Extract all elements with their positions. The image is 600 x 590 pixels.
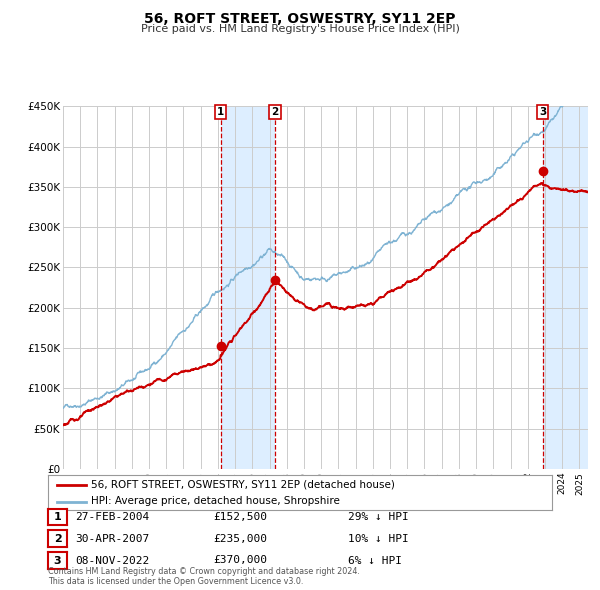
Text: £235,000: £235,000 <box>213 534 267 543</box>
Text: 6% ↓ HPI: 6% ↓ HPI <box>348 556 402 565</box>
Text: Contains HM Land Registry data © Crown copyright and database right 2024.
This d: Contains HM Land Registry data © Crown c… <box>48 567 360 586</box>
Bar <box>221 106 275 469</box>
Text: £152,500: £152,500 <box>213 512 267 522</box>
Text: Price paid vs. HM Land Registry's House Price Index (HPI): Price paid vs. HM Land Registry's House … <box>140 24 460 34</box>
Text: £370,000: £370,000 <box>213 556 267 565</box>
Text: 30-APR-2007: 30-APR-2007 <box>75 534 149 543</box>
Bar <box>542 106 588 469</box>
Text: 56, ROFT STREET, OSWESTRY, SY11 2EP: 56, ROFT STREET, OSWESTRY, SY11 2EP <box>144 12 456 26</box>
Text: 08-NOV-2022: 08-NOV-2022 <box>75 556 149 565</box>
Text: 27-FEB-2004: 27-FEB-2004 <box>75 512 149 522</box>
Text: 3: 3 <box>539 107 546 117</box>
Text: 29% ↓ HPI: 29% ↓ HPI <box>348 512 409 522</box>
Text: 2: 2 <box>54 534 61 543</box>
Text: 56, ROFT STREET, OSWESTRY, SY11 2EP (detached house): 56, ROFT STREET, OSWESTRY, SY11 2EP (det… <box>91 480 395 490</box>
Text: 10% ↓ HPI: 10% ↓ HPI <box>348 534 409 543</box>
Text: HPI: Average price, detached house, Shropshire: HPI: Average price, detached house, Shro… <box>91 497 340 506</box>
Text: 2: 2 <box>272 107 279 117</box>
Text: 1: 1 <box>217 107 224 117</box>
Text: 1: 1 <box>54 512 61 522</box>
Text: 3: 3 <box>54 556 61 565</box>
